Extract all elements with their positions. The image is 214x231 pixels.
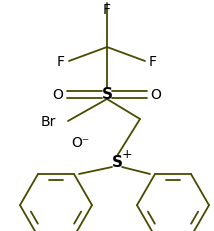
Text: S: S <box>101 87 113 102</box>
Text: F: F <box>149 55 157 69</box>
Text: O: O <box>151 88 161 102</box>
Text: O⁻: O⁻ <box>71 135 89 149</box>
Text: F: F <box>57 55 65 69</box>
Text: Br: Br <box>41 115 56 128</box>
Text: F: F <box>103 3 111 17</box>
Text: O: O <box>53 88 63 102</box>
Text: S: S <box>111 155 122 170</box>
Text: +: + <box>122 148 132 161</box>
